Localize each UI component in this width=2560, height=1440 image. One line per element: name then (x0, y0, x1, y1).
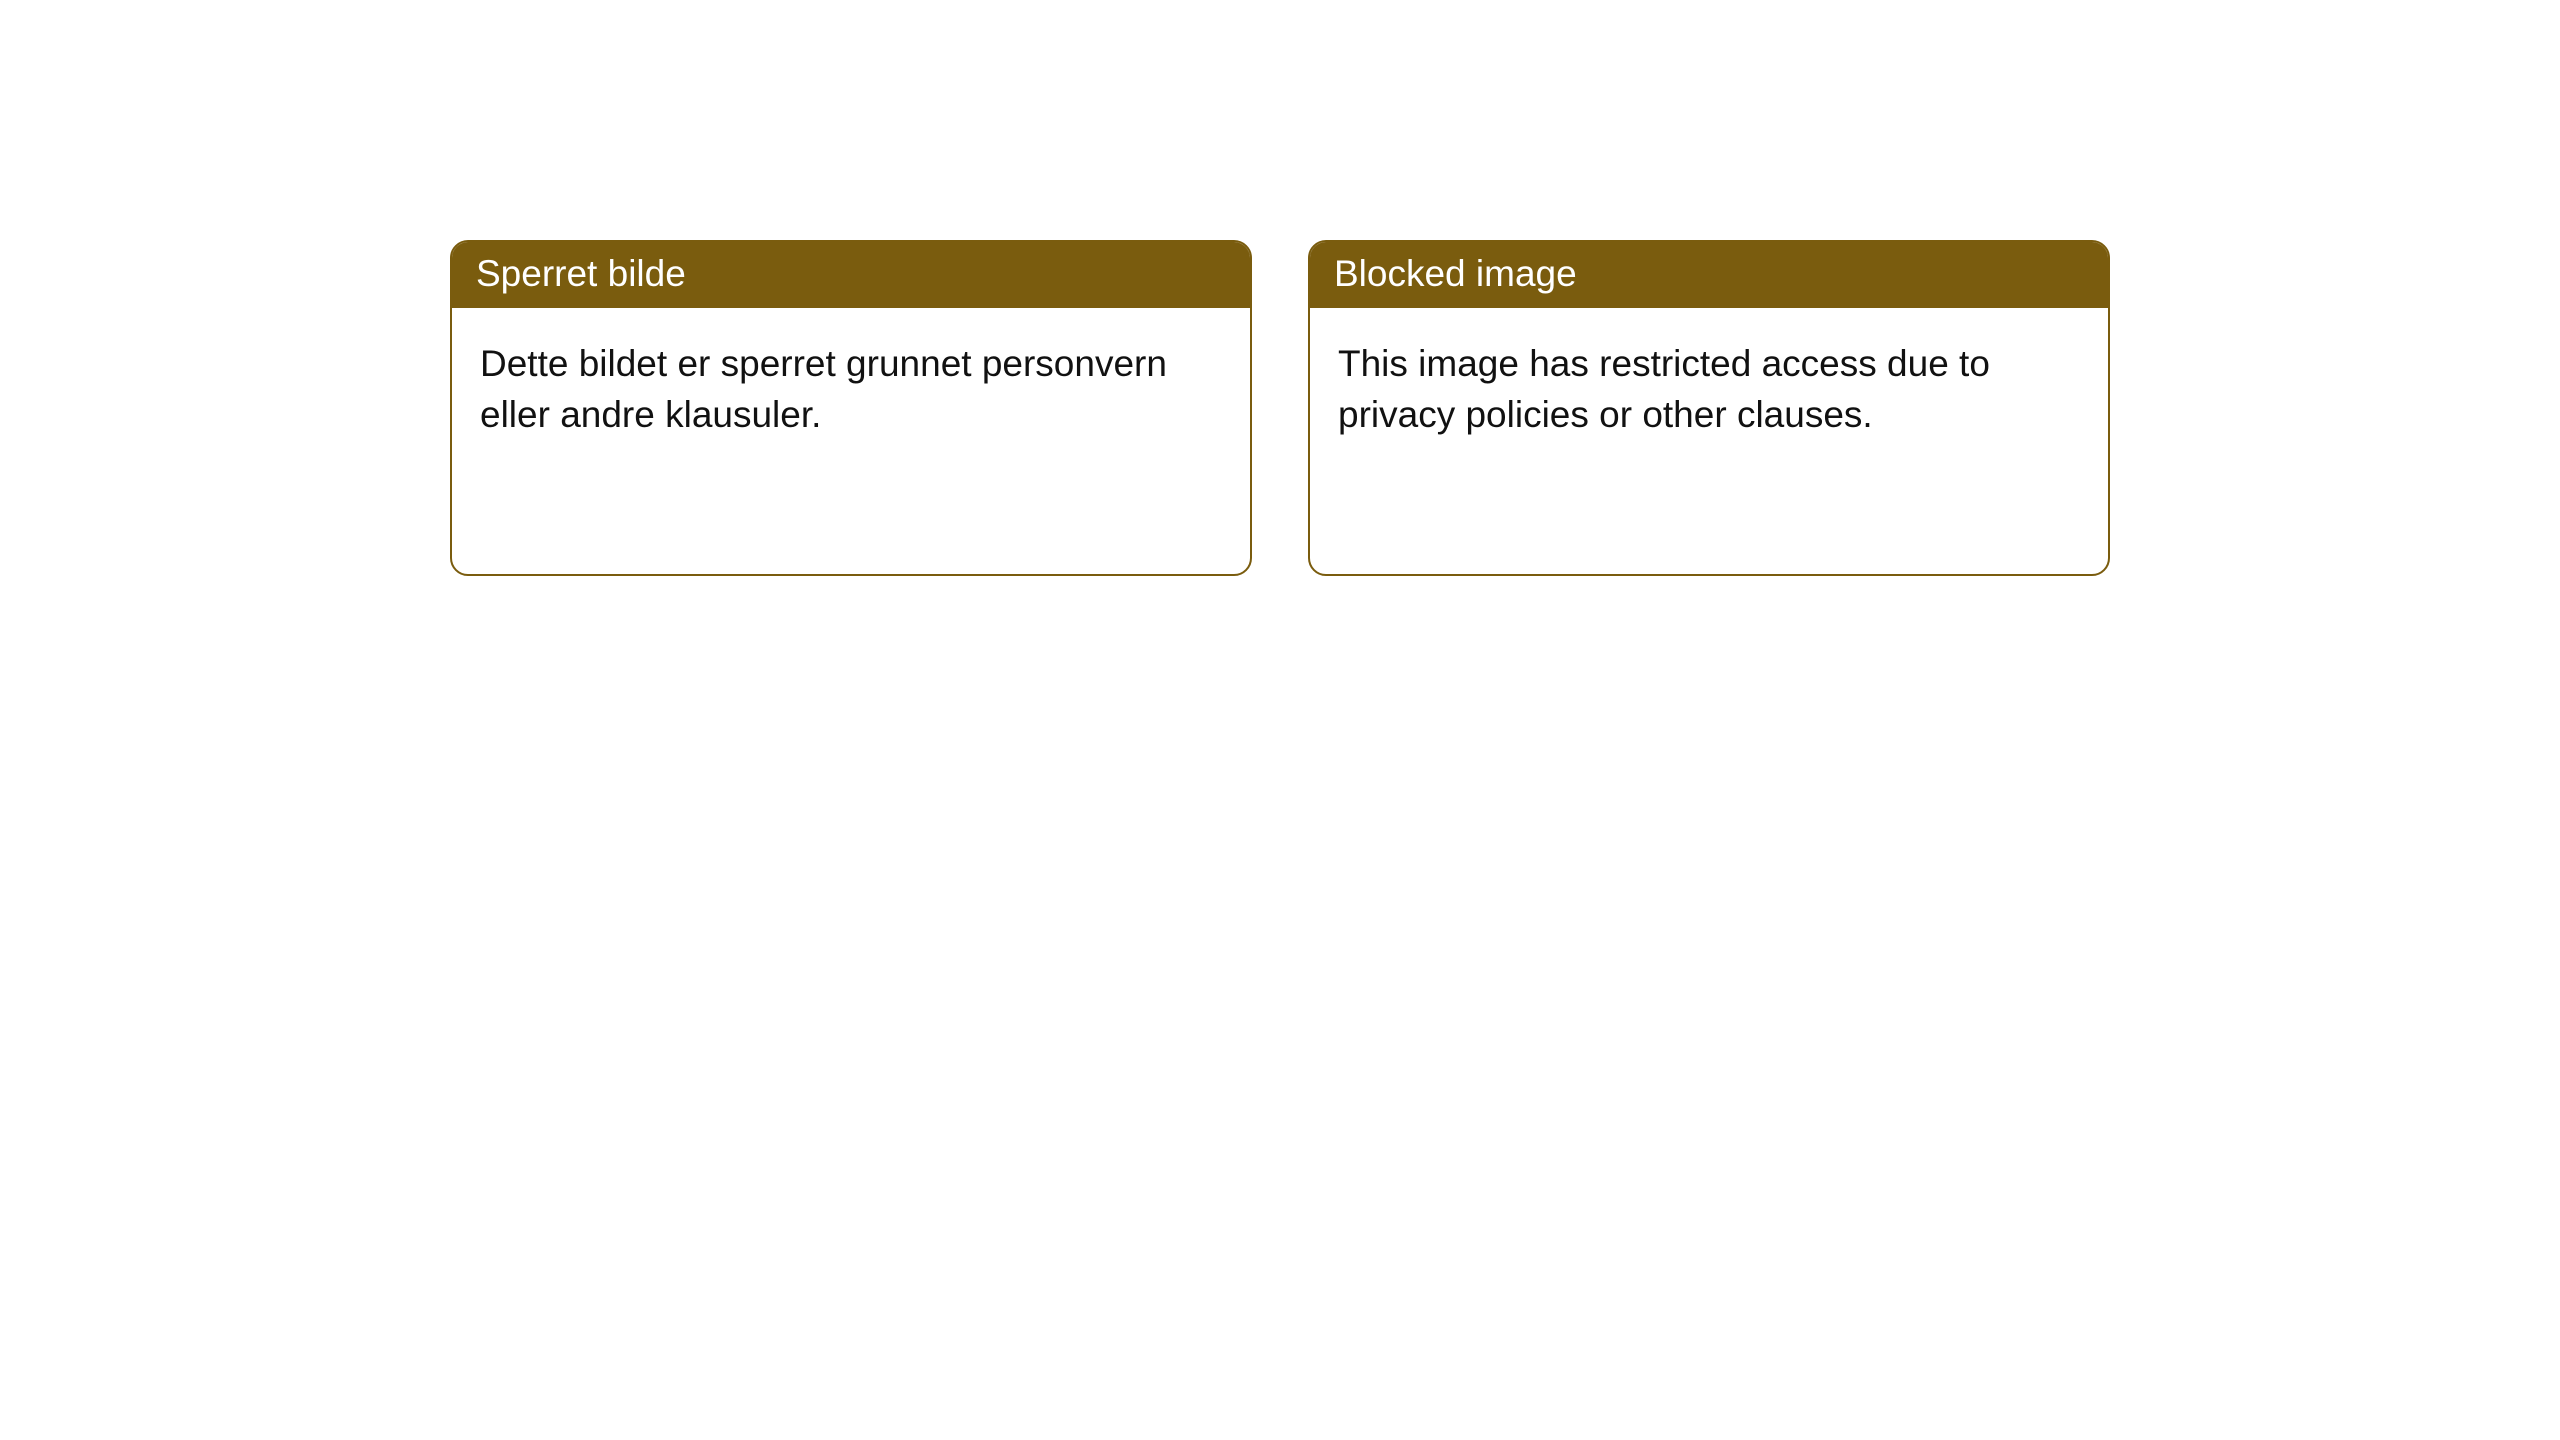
notice-body-english: This image has restricted access due to … (1310, 308, 2108, 470)
notice-body-norwegian: Dette bildet er sperret grunnet personve… (452, 308, 1250, 470)
notice-box-english: Blocked image This image has restricted … (1308, 240, 2110, 576)
notice-title-norwegian: Sperret bilde (452, 242, 1250, 308)
notice-title-english: Blocked image (1310, 242, 2108, 308)
notice-box-norwegian: Sperret bilde Dette bildet er sperret gr… (450, 240, 1252, 576)
blocked-image-notices: Sperret bilde Dette bildet er sperret gr… (0, 0, 2560, 576)
